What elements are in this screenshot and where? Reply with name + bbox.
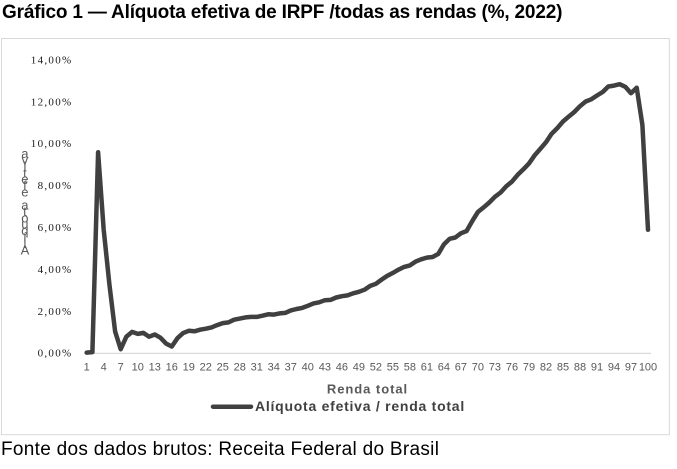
svg-text:64: 64 <box>438 362 450 374</box>
svg-text:19: 19 <box>183 362 195 374</box>
svg-text:10: 10 <box>132 362 144 374</box>
svg-text:73: 73 <box>489 362 501 374</box>
svg-text:8,00%: 8,00% <box>38 180 73 192</box>
svg-text:e: e <box>21 185 28 200</box>
svg-text:f: f <box>23 178 27 193</box>
svg-text:91: 91 <box>591 362 603 374</box>
svg-text:7: 7 <box>118 362 124 374</box>
svg-text:e: e <box>21 172 28 187</box>
svg-text:14,00%: 14,00% <box>31 54 73 66</box>
svg-text:97: 97 <box>625 362 637 374</box>
svg-text:v: v <box>22 152 29 167</box>
svg-text:16: 16 <box>166 362 178 374</box>
svg-text:85: 85 <box>557 362 569 374</box>
svg-text:40: 40 <box>302 362 314 374</box>
svg-text:46: 46 <box>336 362 348 374</box>
svg-text:Alíquota efetiva / renda total: Alíquota efetiva / renda total <box>255 398 465 414</box>
svg-text:43: 43 <box>319 362 331 374</box>
svg-text:a: a <box>21 146 29 161</box>
svg-text:28: 28 <box>234 362 246 374</box>
svg-text:22: 22 <box>200 362 212 374</box>
svg-text:88: 88 <box>574 362 586 374</box>
svg-text:u: u <box>21 217 28 232</box>
svg-text:í: í <box>23 230 27 245</box>
svg-text:25: 25 <box>217 362 229 374</box>
svg-text:49: 49 <box>353 362 365 374</box>
svg-text:13: 13 <box>149 362 161 374</box>
svg-text:t: t <box>23 165 27 180</box>
svg-text:34: 34 <box>268 362 280 374</box>
svg-text:100: 100 <box>639 362 657 374</box>
svg-text:94: 94 <box>608 362 620 374</box>
svg-text:l: l <box>23 236 26 251</box>
svg-text:a: a <box>21 197 29 212</box>
svg-text:61: 61 <box>421 362 433 374</box>
svg-text:52: 52 <box>370 362 382 374</box>
svg-text:4,00%: 4,00% <box>38 264 73 276</box>
svg-text:q: q <box>21 223 28 238</box>
svg-text:i: i <box>23 159 26 174</box>
svg-text:82: 82 <box>540 362 552 374</box>
svg-text:A: A <box>21 242 30 257</box>
svg-text:10,00%: 10,00% <box>31 138 73 150</box>
svg-text:67: 67 <box>455 362 467 374</box>
svg-text:o: o <box>21 210 28 225</box>
svg-text:2,00%: 2,00% <box>38 306 73 318</box>
svg-text:55: 55 <box>387 362 399 374</box>
svg-text:37: 37 <box>285 362 297 374</box>
svg-text:70: 70 <box>472 362 484 374</box>
svg-text:12,00%: 12,00% <box>31 96 73 108</box>
svg-text:31: 31 <box>251 362 263 374</box>
svg-text:4: 4 <box>101 362 107 374</box>
svg-text:76: 76 <box>506 362 518 374</box>
svg-text:58: 58 <box>404 362 416 374</box>
svg-text:79: 79 <box>523 362 535 374</box>
svg-text:t: t <box>23 204 27 219</box>
svg-text:Renda total: Renda total <box>327 382 408 397</box>
svg-text:1: 1 <box>84 362 90 374</box>
svg-text:6,00%: 6,00% <box>38 222 73 234</box>
svg-text:0,00%: 0,00% <box>38 348 73 360</box>
